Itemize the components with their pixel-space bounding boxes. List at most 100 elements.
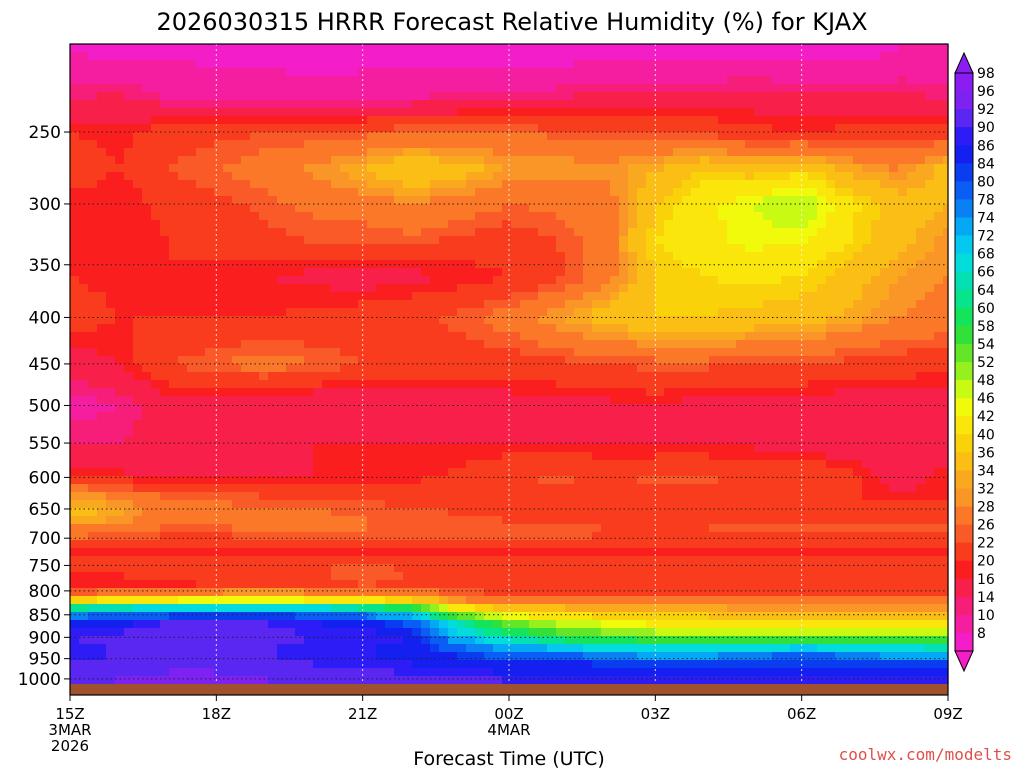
rh-cell [169,124,179,133]
rh-cell [844,172,854,181]
rh-cell [916,372,926,381]
rh-cell [97,332,107,341]
rh-cell [745,172,755,181]
rh-cell [772,300,782,309]
rh-cell [151,172,161,181]
rh-cell [268,340,278,349]
rh-cell [358,348,368,357]
rh-cell [745,276,755,285]
rh-cell [169,404,179,413]
rh-cell [466,292,476,301]
rh-cell [574,420,584,429]
rh-cell [835,60,845,69]
rh-cell [124,68,134,77]
rh-cell [898,364,908,373]
rh-cell [223,436,233,445]
rh-cell [502,388,512,397]
rh-cell [727,276,737,285]
rh-cell [547,364,557,373]
rh-cell [826,76,836,85]
rh-cell [700,156,710,165]
rh-cell [592,388,602,397]
rh-cell [196,332,206,341]
rh-cell [313,84,323,93]
rh-cell [727,52,737,61]
rh-cell [673,172,683,181]
rh-cell [196,428,206,437]
rh-cell [457,172,467,181]
rh-cell [673,348,683,357]
rh-cell [313,276,323,285]
rh-cell [97,412,107,421]
rh-cell [601,428,611,437]
rh-cell [808,300,818,309]
rh-cell [781,60,791,69]
rh-cell [88,156,98,165]
rh-cell [826,244,836,253]
rh-cell [466,132,476,141]
rh-cell [97,428,107,437]
rh-cell [196,196,206,205]
rh-cell [664,60,674,69]
rh-cell [484,148,494,157]
rh-cell [124,204,134,213]
rh-cell [601,364,611,373]
rh-cell [412,276,422,285]
rh-cell [124,92,134,101]
rh-cell [151,316,161,325]
rh-cell [538,228,548,237]
rh-cell [781,44,791,53]
rh-cell [241,52,251,61]
rh-cell [673,44,683,53]
rh-cell [187,316,197,325]
rh-cell [799,188,809,197]
rh-cell [223,396,233,405]
rh-cell [340,124,350,133]
rh-cell [88,236,98,245]
rh-cell [97,316,107,325]
rh-cell [412,204,422,213]
rh-cell [637,100,647,109]
rh-cell [925,340,935,349]
rh-cell [448,428,458,437]
rh-cell [331,196,341,205]
rh-cell [475,60,485,69]
rh-cell [790,284,800,293]
rh-cell [817,332,827,341]
rh-cell [592,428,602,437]
rh-cell [115,396,125,405]
rh-cell [538,300,548,309]
rh-cell [493,404,503,413]
rh-cell [907,276,917,285]
rh-cell [907,44,917,53]
rh-cell [682,236,692,245]
rh-cell [466,156,476,165]
rh-cell [412,356,422,365]
rh-cell [232,196,242,205]
rh-cell [592,356,602,365]
rh-cell [151,340,161,349]
rh-cell [907,340,917,349]
rh-cell [223,156,233,165]
rh-cell [808,132,818,141]
rh-cell [556,420,566,429]
rh-cell [322,172,332,181]
rh-cell [673,372,683,381]
rh-cell [592,244,602,253]
rh-cell [538,324,548,333]
rh-cell [844,340,854,349]
rh-cell [502,52,512,61]
rh-cell [637,388,647,397]
rh-cell [871,444,881,453]
rh-cell [70,68,80,77]
rh-cell [376,420,386,429]
rh-cell [664,324,674,333]
rh-cell [754,140,764,149]
rh-cell [241,180,251,189]
rh-cell [511,92,521,101]
rh-cell [880,436,890,445]
rh-cell [115,372,125,381]
rh-cell [232,324,242,333]
rh-cell [556,220,566,229]
rh-cell [673,204,683,213]
